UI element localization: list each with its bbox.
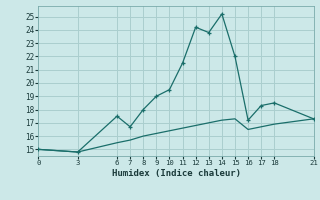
X-axis label: Humidex (Indice chaleur): Humidex (Indice chaleur) [111, 169, 241, 178]
